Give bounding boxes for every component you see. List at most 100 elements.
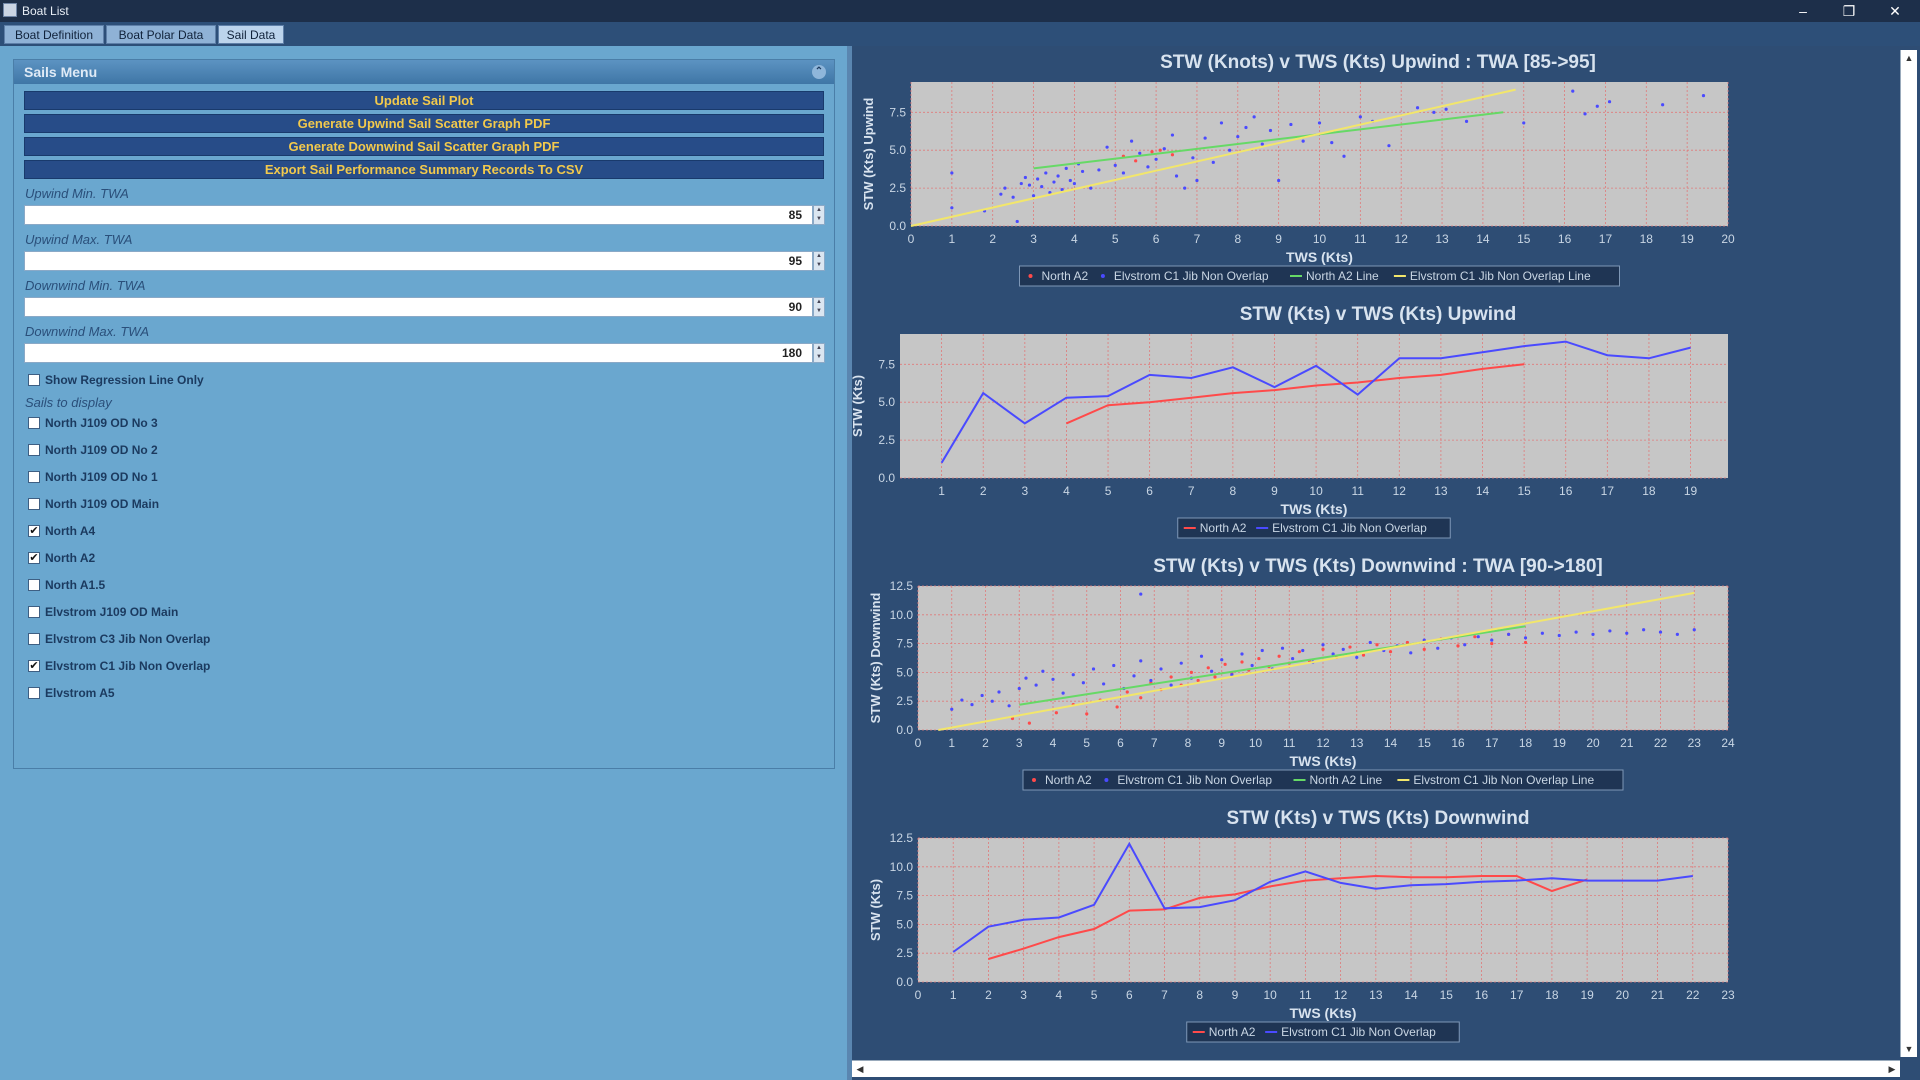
data-point — [1244, 125, 1248, 130]
panel-title: Sails Menu — [24, 64, 98, 80]
tab-boat-polar-data[interactable]: Boat Polar Data — [106, 25, 216, 44]
data-point — [1169, 675, 1173, 679]
data-point — [1358, 115, 1362, 119]
x-tick-label: 0 — [915, 988, 922, 1002]
sail-checkbox-box[interactable]: ✔ — [28, 552, 40, 564]
upwind-max-twa-field[interactable]: 95 — [24, 251, 813, 271]
collapse-icon[interactable]: ⌃ — [812, 65, 826, 79]
minimize-icon[interactable]: – — [1799, 3, 1807, 19]
sail-checkbox-box[interactable]: ✔ — [28, 660, 40, 672]
sail-checkbox-box[interactable] — [28, 471, 40, 483]
close-icon[interactable]: ✕ — [1889, 3, 1901, 19]
regression-only-label: Show Regression Line Only — [45, 373, 204, 387]
panel-header[interactable]: Sails Menu ⌃ — [14, 60, 834, 84]
data-point — [1444, 107, 1448, 111]
x-tick-label: 24 — [1721, 736, 1735, 750]
charts-pane: STW (Knots) v TWS (Kts) Upwind : TWA [85… — [850, 46, 1920, 1080]
scroll-left-icon[interactable]: ◀ — [856, 1064, 864, 1074]
x-tick-label: 16 — [1475, 988, 1489, 1002]
data-point — [1240, 660, 1244, 664]
upwind-min-twa-field[interactable]: 85 — [24, 205, 813, 225]
sail-checkbox-box[interactable] — [28, 498, 40, 510]
data-point — [1139, 592, 1143, 596]
data-point — [1007, 704, 1011, 708]
app-icon — [3, 3, 17, 17]
downwind-max-twa-spinner[interactable]: ▲ ▼ — [813, 343, 825, 363]
legend-box — [1177, 517, 1451, 539]
chart-title: STW (Kts) v TWS (Kts) Downwind : TWA [90… — [1153, 556, 1603, 577]
split-divider[interactable] — [847, 46, 852, 1080]
legend-box — [1019, 265, 1620, 287]
scroll-up-icon[interactable]: ▲ — [1904, 53, 1914, 63]
data-point — [1675, 632, 1679, 636]
data-point — [1342, 154, 1346, 158]
sail-checkbox-box[interactable]: ✔ — [28, 525, 40, 537]
data-point — [1115, 705, 1119, 709]
x-tick-label: 2 — [980, 484, 987, 498]
data-point — [1463, 643, 1467, 647]
data-point — [1291, 656, 1295, 661]
x-tick-label: 19 — [1580, 988, 1594, 1002]
export-csv-button[interactable]: Export Sail Performance Summary Records … — [24, 160, 824, 179]
restore-icon[interactable]: ❐ — [1842, 3, 1856, 19]
upwind-max-twa-spinner[interactable]: ▲ ▼ — [813, 251, 825, 271]
data-point — [1051, 677, 1055, 681]
x-tick-label: 10 — [1309, 484, 1323, 498]
y-axis-label: STW (Kts) — [868, 879, 883, 941]
tab-boat-definition[interactable]: Boat Definition — [4, 25, 104, 44]
x-tick-label: 12 — [1334, 988, 1348, 1002]
y-tick-label: 7.5 — [889, 105, 906, 119]
data-point — [1089, 186, 1093, 190]
y-tick-label: 10.0 — [890, 608, 914, 622]
data-point — [1206, 666, 1210, 670]
vertical-scrollbar[interactable]: ▲ ▼ — [1900, 50, 1917, 1057]
horizontal-scrollbar[interactable]: ◀ ▶ — [852, 1060, 1900, 1077]
downwind-min-twa-spinner[interactable]: ▲ ▼ — [813, 297, 825, 317]
chart-title: STW (Kts) v TWS (Kts) Downwind — [1227, 808, 1530, 829]
downwind-max-twa-field[interactable]: 180 — [24, 343, 813, 363]
data-point — [1159, 667, 1163, 671]
data-point — [1064, 166, 1068, 170]
x-tick-label: 6 — [1117, 736, 1124, 750]
generate-upwind-pdf-button[interactable]: Generate Upwind Sail Scatter Graph PDF — [24, 114, 824, 133]
sail-checkbox-box[interactable] — [28, 633, 40, 645]
scroll-right-icon[interactable]: ▶ — [1888, 1064, 1896, 1074]
generate-downwind-pdf-button[interactable]: Generate Downwind Sail Scatter Graph PDF — [24, 137, 824, 156]
data-point — [980, 693, 984, 698]
x-tick-label: 5 — [1112, 232, 1119, 246]
x-tick-label: 9 — [1275, 232, 1282, 246]
y-tick-label: 5.0 — [878, 395, 895, 409]
data-point — [1422, 647, 1426, 651]
sail-checkbox-box[interactable] — [28, 444, 40, 456]
y-tick-label: 0.0 — [878, 471, 895, 485]
x-tick-label: 17 — [1599, 232, 1613, 246]
x-tick-label: 22 — [1686, 988, 1700, 1002]
x-tick-label: 4 — [1063, 484, 1070, 498]
regression-only-box[interactable] — [28, 374, 40, 386]
sail-checkbox-box[interactable] — [28, 417, 40, 429]
data-point — [1203, 136, 1207, 140]
data-point — [1301, 648, 1305, 653]
data-point — [960, 698, 964, 702]
data-point — [1574, 630, 1578, 634]
sail-checkbox-box[interactable] — [28, 687, 40, 699]
data-point — [1456, 644, 1460, 648]
tab-sail-data[interactable]: Sail Data — [218, 25, 284, 44]
upwind-min-twa-spinner[interactable]: ▲ ▼ — [813, 205, 825, 225]
x-tick-label: 11 — [1283, 736, 1296, 750]
update-sail-plot-button[interactable]: Update Sail Plot — [24, 91, 824, 110]
scroll-down-icon[interactable]: ▼ — [1904, 1044, 1914, 1054]
downwind-min-twa-field[interactable]: 90 — [24, 297, 813, 317]
x-tick-label: 2 — [982, 736, 989, 750]
data-point — [1507, 632, 1511, 636]
x-tick-label: 15 — [1418, 736, 1432, 750]
sail-checkbox-box[interactable] — [28, 606, 40, 618]
y-axis-label: STW (Kts) Downwind — [868, 593, 883, 724]
sail-checkbox-label: Elvstrom J109 OD Main — [45, 605, 179, 619]
y-tick-label: 2.5 — [896, 946, 913, 960]
data-point — [1260, 142, 1264, 146]
sail-checkbox-box[interactable] — [28, 579, 40, 591]
data-point — [950, 707, 954, 711]
data-point — [1183, 186, 1187, 190]
x-tick-label: 5 — [1091, 988, 1098, 1002]
